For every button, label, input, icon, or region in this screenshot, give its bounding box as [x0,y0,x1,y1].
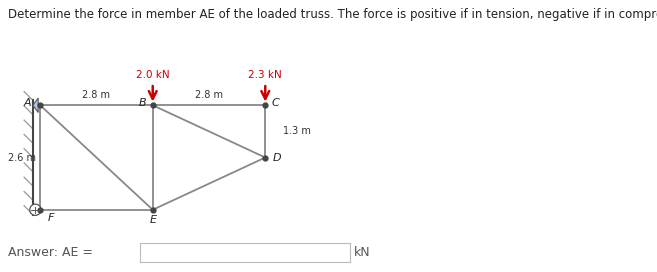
Text: C: C [271,98,279,108]
Text: 2.6 m: 2.6 m [8,153,36,162]
Text: i: i [125,246,129,259]
Text: 2.0 kN: 2.0 kN [136,70,170,80]
Text: Answer: AE =: Answer: AE = [8,246,97,259]
Text: 2.8 m: 2.8 m [83,90,110,100]
Text: kN: kN [353,246,370,259]
Text: 2.3 kN: 2.3 kN [248,70,282,80]
Text: F: F [47,213,54,223]
Text: D: D [273,153,281,162]
Circle shape [30,204,41,215]
Text: B: B [139,98,147,108]
Text: 1.3 m: 1.3 m [283,126,311,136]
Text: E: E [149,215,156,225]
Text: A: A [24,98,32,108]
Text: Determine the force in member AE of the loaded truss. The force is positive if i: Determine the force in member AE of the … [8,8,657,21]
Polygon shape [33,98,38,113]
Text: 2.8 m: 2.8 m [195,90,223,100]
